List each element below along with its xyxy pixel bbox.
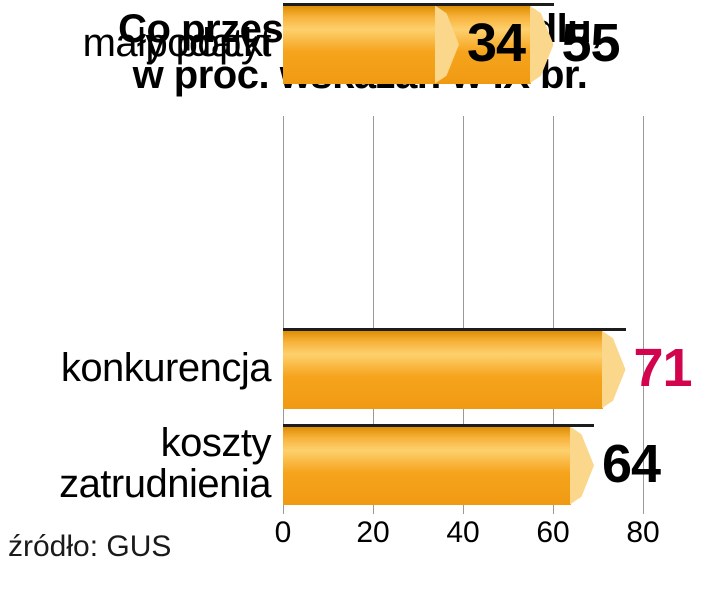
bar-body	[283, 5, 436, 84]
bar-row: mały popyt 34	[0, 0, 720, 86]
bar	[283, 423, 594, 505]
bar-body	[283, 426, 571, 505]
category-label: podatki	[145, 20, 272, 65]
gridline	[643, 116, 644, 514]
category-label: koszty zatrudnienia	[59, 421, 271, 506]
value-label: 55	[561, 13, 621, 73]
value-label: 71	[633, 338, 693, 398]
bar-cap	[435, 5, 459, 84]
bar	[283, 327, 626, 409]
gridline	[373, 116, 374, 514]
bar-cap	[570, 426, 594, 505]
x-tick-label: 60	[536, 516, 570, 549]
gridline	[553, 116, 554, 514]
value-label: 34	[467, 13, 526, 73]
bar-cap	[601, 330, 626, 409]
x-tick-label: 0	[274, 516, 292, 549]
bar	[283, 2, 459, 84]
gridline	[283, 116, 284, 514]
x-tick-label: 20	[356, 516, 390, 549]
bar-row: konkurencja 71	[0, 325, 720, 411]
value-label: 64	[602, 434, 661, 494]
x-axis: 0 20 40 60 80	[275, 516, 660, 556]
plot-area	[283, 116, 644, 514]
x-tick-label: 40	[446, 516, 480, 549]
category-label: konkurencja	[60, 345, 272, 390]
gridline	[463, 116, 464, 514]
category-label: mały popyt	[82, 20, 272, 65]
x-tick-label: 80	[626, 516, 660, 549]
source-label: źródło: GUS	[8, 530, 172, 563]
bar-row: koszty zatrudnienia 64	[0, 421, 720, 507]
bar-body	[283, 330, 603, 409]
